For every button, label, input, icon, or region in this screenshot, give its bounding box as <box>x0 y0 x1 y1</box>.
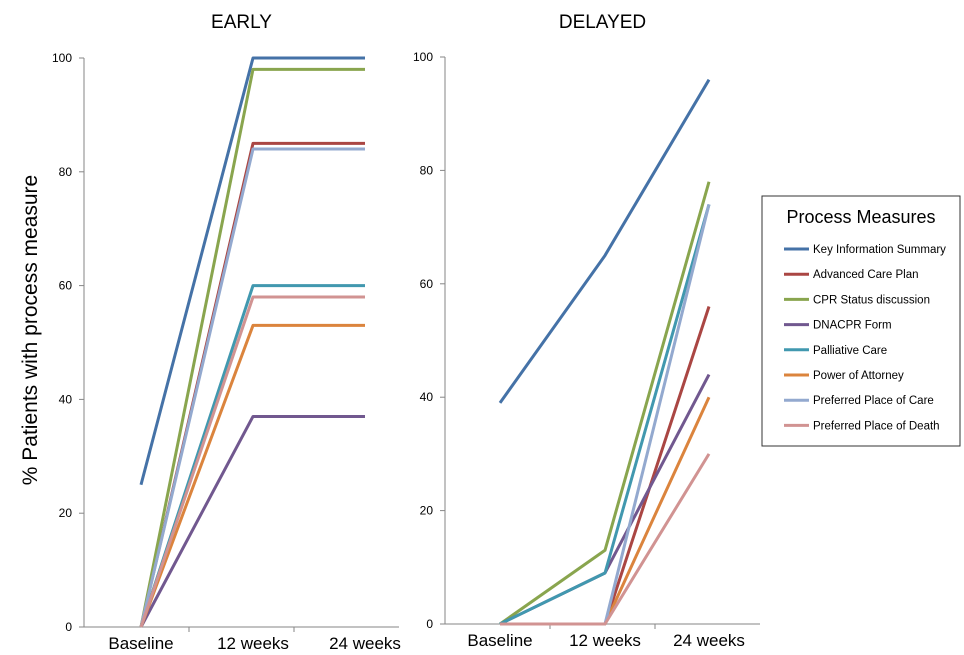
legend-label: DNACPR Form <box>813 320 892 332</box>
panel-title: DELAYED <box>559 12 646 33</box>
y-tick-label: 0 <box>65 620 72 634</box>
y-tick-label: 40 <box>59 392 73 406</box>
legend-item: Palliative Care <box>784 345 887 357</box>
legend-item: Key Information Summary <box>784 244 946 256</box>
series-line-preferred-place-of-death <box>500 453 711 626</box>
series-line-dnacpr-form <box>499 373 711 626</box>
legend-item: CPR Status discussion <box>784 294 930 306</box>
legend-label: Key Information Summary <box>813 244 946 256</box>
y-tick-label: 80 <box>420 163 434 177</box>
legend-label: Power of Attorney <box>813 370 904 382</box>
legend-label: Preferred Place of Care <box>813 395 934 407</box>
legend-title: Process Measures <box>786 207 935 227</box>
chart-panels: EARLY 0 20 40 60 80 100 Baseline 12 weeks 24 week… <box>52 12 760 653</box>
series-line-advanced-care-plan <box>139 141 365 628</box>
y-tick-label: 100 <box>413 50 433 64</box>
series-line-power-of-attorney <box>139 323 365 628</box>
series-line-key-information-summary <box>139 56 365 486</box>
x-tick-label: Baseline <box>467 631 532 650</box>
x-tick-label: 12 weeks <box>569 631 641 650</box>
legend-item: Advanced Care Plan <box>784 269 918 281</box>
legend-item: Power of Attorney <box>784 370 904 382</box>
legend-box <box>761 195 961 447</box>
series-line-palliative-care <box>499 204 711 626</box>
legend-item: Preferred Place of Death <box>784 420 940 432</box>
panel-early: EARLY 0 20 40 60 80 100 Baseline 12 weeks 24 week… <box>52 12 401 653</box>
series-line-cpr-status-discussion <box>139 67 365 628</box>
y-axis-label: % Patients with process measure <box>19 175 42 485</box>
legend-item: DNACPR Form <box>784 320 892 332</box>
series-line-dnacpr-form <box>139 414 365 628</box>
x-tick-label: 24 weeks <box>329 634 401 650</box>
series-line-preferred-place-of-death <box>139 295 365 628</box>
panel-title: EARLY <box>211 12 272 33</box>
legend-item: Preferred Place of Care <box>784 395 934 407</box>
y-tick-label: 20 <box>59 506 73 520</box>
x-tick-label: 24 weeks <box>673 631 745 650</box>
y-tick-label: 100 <box>52 51 72 65</box>
series-line-preferred-place-of-care <box>500 204 711 626</box>
panel-delayed: DELAYED 0 20 40 60 80 100 Baseline 12 weeks 24 we… <box>413 12 760 650</box>
legend-label: CPR Status discussion <box>813 294 930 306</box>
x-tick-label: Baseline <box>108 634 173 650</box>
legend-items: Key Information Summary Advanced Care Pla… <box>784 244 946 432</box>
series-line-preferred-place-of-care <box>139 147 365 628</box>
series-line-cpr-status-discussion <box>499 181 711 626</box>
y-tick-label: 0 <box>426 617 433 631</box>
legend: Process Measures Key Information Summary… <box>761 195 961 447</box>
series-line-key-information-summary <box>498 78 711 404</box>
y-tick-label: 60 <box>420 277 434 291</box>
legend-label: Preferred Place of Death <box>813 420 940 432</box>
legend-label: Advanced Care Plan <box>813 269 918 281</box>
y-tick-label: 40 <box>420 390 434 404</box>
y-tick-label: 60 <box>59 279 73 293</box>
legend-label: Palliative Care <box>813 345 887 357</box>
y-tick-label: 20 <box>420 504 434 518</box>
x-tick-label: 12 weeks <box>217 634 289 650</box>
y-tick-label: 80 <box>59 165 73 179</box>
